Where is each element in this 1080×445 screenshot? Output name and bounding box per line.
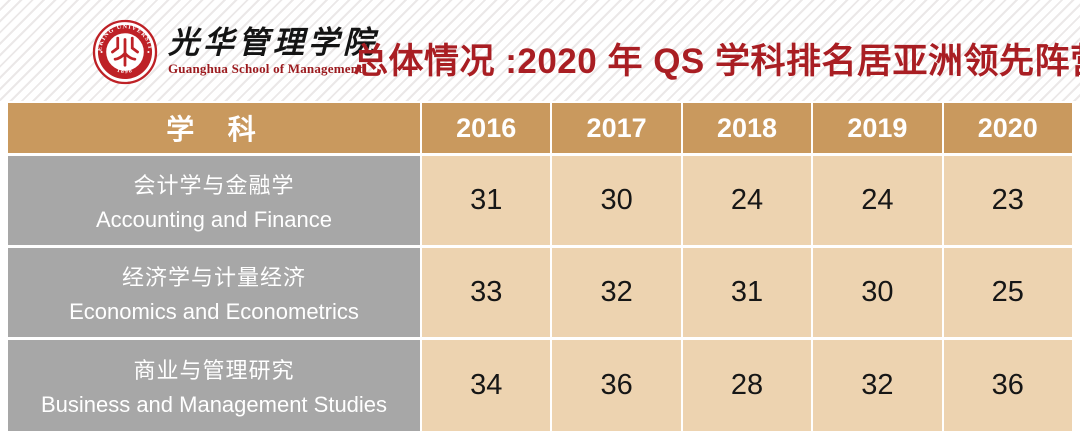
subject-cell-economics-econometrics: 经济学与计量经济 Economics and Econometrics (8, 248, 420, 337)
svg-text:1898: 1898 (116, 68, 134, 76)
seal-year-text: 1898 (116, 68, 133, 76)
rank-cell: 28 (682, 340, 812, 431)
subject-name-cn: 经济学与计量经济 (121, 265, 306, 290)
guanghua-logo: PEKING UNIVERSITY 1898 光华管理学院 Guanghua S… (92, 16, 378, 88)
rank-cell: 24 (682, 156, 812, 245)
rank-cell: 23 (943, 156, 1072, 245)
peking-university-seal-icon: PEKING UNIVERSITY 1898 (92, 19, 158, 85)
header-cell-subject: 学 科 (8, 103, 420, 153)
logo-english-name: Guanghua School of Management (168, 61, 363, 77)
header-cell-year-2016: 2016 (422, 103, 551, 153)
subject-name-cn: 会计学与金融学 (133, 173, 295, 198)
rank-cell: 32 (813, 340, 942, 431)
rank-cell: 30 (813, 248, 942, 337)
subject-cell-accounting-finance: 会计学与金融学 Accounting and Finance (8, 156, 420, 245)
logo-text: 光华管理学院 Guanghua School of Management (168, 27, 378, 78)
logo-chinese-name: 光华管理学院 (168, 24, 378, 61)
header-cell-year-2020: 2020 (943, 103, 1072, 153)
subject-name-en: Business and Management Studies (40, 392, 388, 417)
subject-name-en: Economics and Econometrics (69, 299, 359, 324)
rank-cell: 36 (943, 340, 1072, 431)
rank-cell: 34 (422, 340, 551, 431)
rank-cell: 25 (943, 248, 1072, 337)
qs-ranking-table: 学 科 2016 2017 2018 2019 2020 会计学与金融学 Acc… (8, 103, 1072, 431)
header-cell-year-2019: 2019 (813, 103, 942, 153)
slide-title: 总体情况 :2020 年 QS 学科排名居亚洲领先阵营 (353, 42, 1080, 81)
rank-cell: 33 (422, 248, 551, 337)
rank-cell: 32 (552, 248, 681, 337)
header-cell-year-2018: 2018 (682, 103, 812, 153)
rank-cell: 30 (552, 156, 681, 245)
slide-header-band: PEKING UNIVERSITY 1898 光华管理学院 Guanghua S… (0, 0, 1080, 101)
header-cell-year-2017: 2017 (552, 103, 681, 153)
subject-cell-business-management: 商业与管理研究 Business and Management Studies (8, 340, 420, 431)
rank-cell: 36 (552, 340, 681, 431)
subject-name-cn: 商业与管理研究 (133, 358, 295, 383)
subject-name-en: Accounting and Finance (95, 207, 333, 232)
rank-cell: 24 (813, 156, 942, 245)
rank-cell: 31 (422, 156, 551, 245)
rank-cell: 31 (682, 248, 812, 337)
